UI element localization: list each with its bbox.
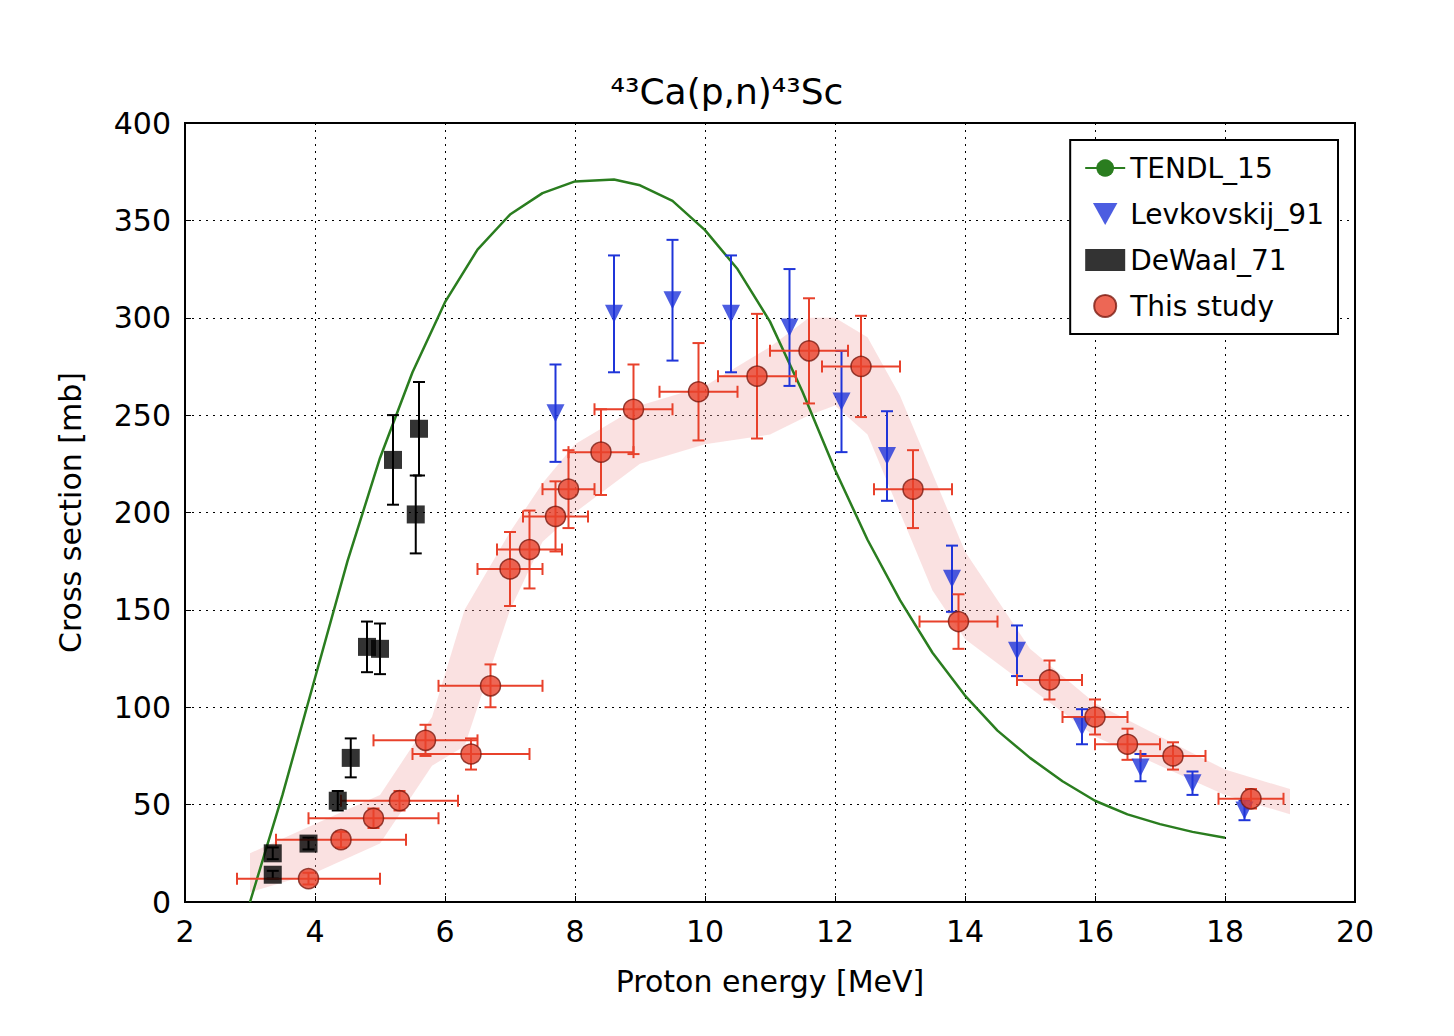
svg-text:350: 350: [114, 203, 171, 238]
svg-text:Levkovskij_91: Levkovskij_91: [1130, 198, 1324, 231]
svg-text:16: 16: [1076, 914, 1114, 949]
svg-text:50: 50: [133, 787, 171, 822]
svg-text:Proton energy [MeV]: Proton energy [MeV]: [616, 964, 925, 999]
svg-text:8: 8: [565, 914, 584, 949]
svg-text:TENDL_15: TENDL_15: [1129, 152, 1273, 185]
svg-text:This study: This study: [1129, 290, 1274, 323]
svg-text:Cross section [mb]: Cross section [mb]: [53, 372, 88, 653]
svg-text:4: 4: [305, 914, 324, 949]
svg-text:2: 2: [175, 914, 194, 949]
svg-text:300: 300: [114, 300, 171, 335]
svg-text:6: 6: [435, 914, 454, 949]
svg-text:0: 0: [152, 885, 171, 920]
svg-text:12: 12: [816, 914, 854, 949]
svg-text:400: 400: [114, 106, 171, 141]
svg-text:18: 18: [1206, 914, 1244, 949]
svg-text:250: 250: [114, 398, 171, 433]
svg-text:200: 200: [114, 495, 171, 530]
svg-text:14: 14: [946, 914, 984, 949]
svg-text:⁴³Ca(p,n)⁴³Sc: ⁴³Ca(p,n)⁴³Sc: [611, 71, 844, 112]
svg-text:100: 100: [114, 690, 171, 725]
svg-text:DeWaal_71: DeWaal_71: [1130, 244, 1286, 277]
svg-text:10: 10: [686, 914, 724, 949]
svg-text:20: 20: [1336, 914, 1374, 949]
svg-text:150: 150: [114, 592, 171, 627]
